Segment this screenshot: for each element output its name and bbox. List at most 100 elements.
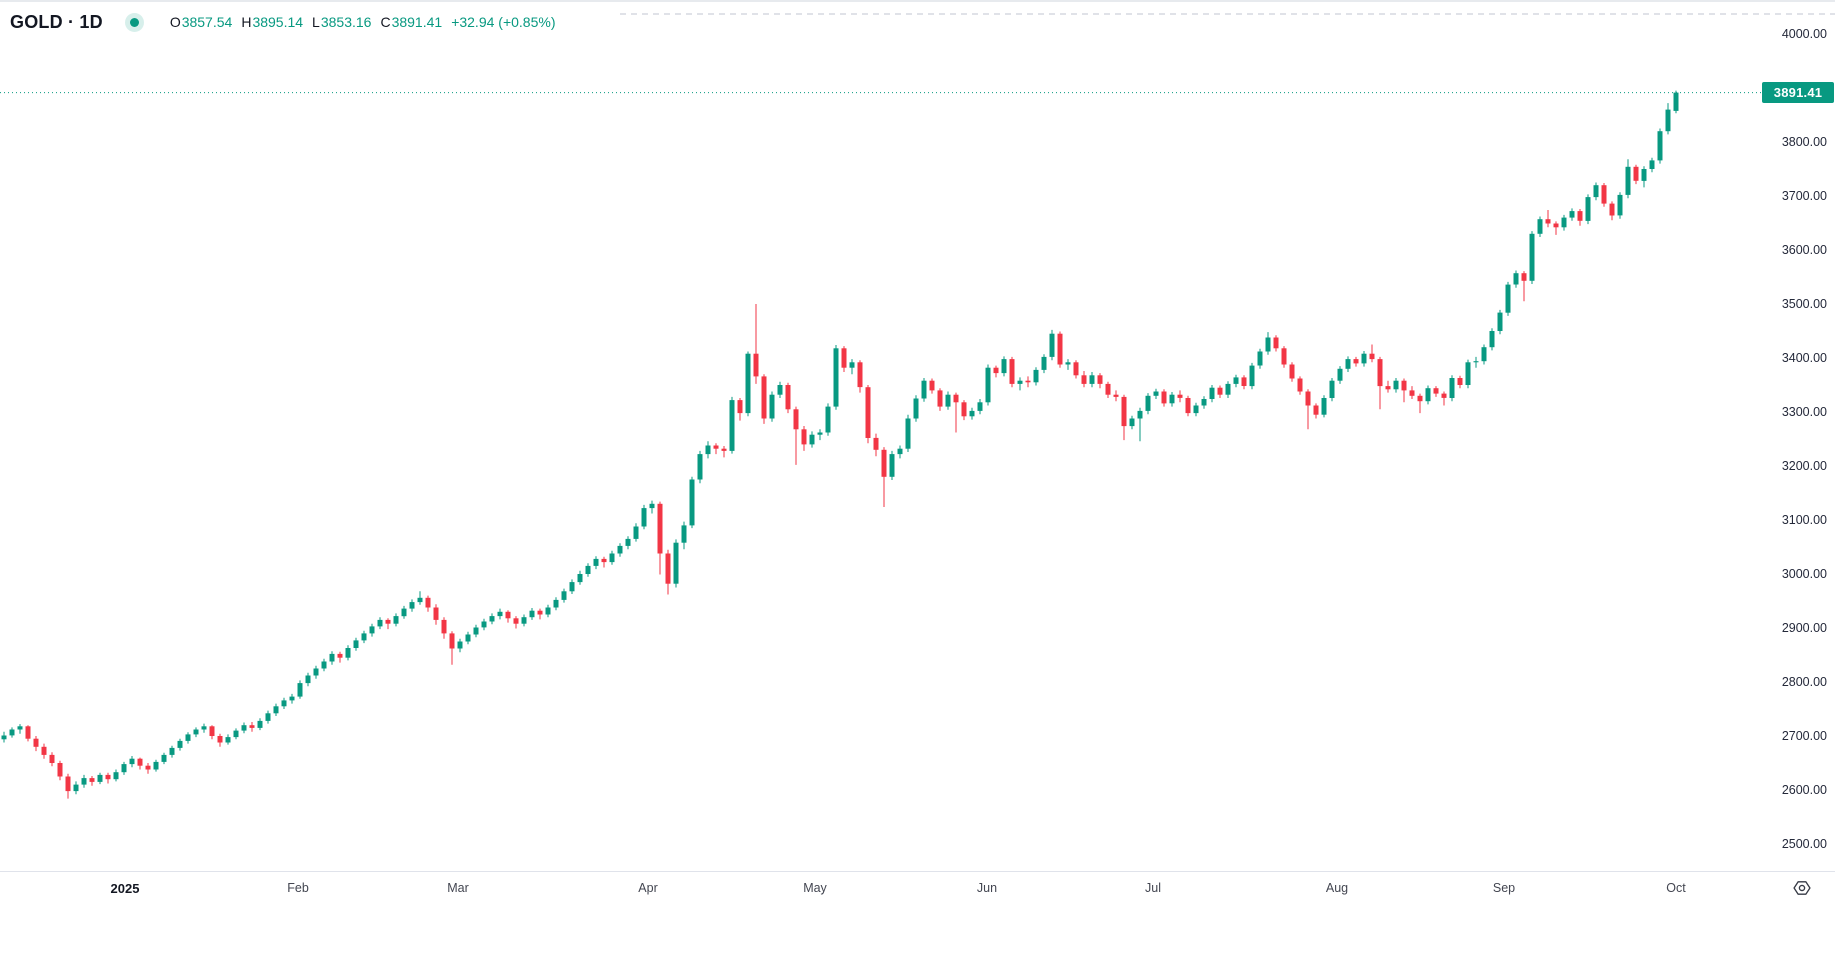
candle-body — [753, 353, 759, 377]
candle-body — [1409, 390, 1415, 396]
time-tick-aug: Aug — [1325, 881, 1349, 895]
candle-body — [577, 574, 583, 583]
candle-body — [1441, 393, 1447, 398]
candle-body — [841, 348, 847, 368]
candle-body — [1233, 377, 1239, 384]
top-border — [0, 0, 1835, 2]
time-tick-jun: Jun — [976, 881, 998, 895]
candle-body — [1121, 396, 1127, 427]
time-axis[interactable]: 2025 Feb Mar Apr May Jun Jul Aug Sep Oct — [0, 871, 1835, 963]
candle-body — [1657, 131, 1663, 161]
change-value: +32.94 (+0.85%) — [451, 14, 556, 30]
time-tick-may: May — [803, 881, 827, 895]
high-value: 3895.14 — [252, 14, 304, 30]
candle-body — [1577, 211, 1583, 221]
candle-body — [1385, 386, 1391, 390]
candle-body — [1041, 356, 1047, 370]
candle-body — [665, 553, 671, 584]
candle-body — [1057, 333, 1063, 365]
candle-body — [1273, 337, 1279, 349]
candle-body — [1281, 348, 1287, 365]
candle-body — [1049, 333, 1055, 357]
price-axis[interactable]: 4000.00 3800.00 3700.00 3600.00 3500.00 3400.… — [1757, 0, 1835, 871]
candle-body — [1089, 375, 1095, 384]
candle-body — [41, 746, 47, 755]
candle-body — [705, 445, 711, 455]
candle-body — [1345, 359, 1351, 369]
candle-body — [1561, 217, 1567, 228]
candle-body — [937, 390, 943, 407]
price-tick-label: 3800.00 — [1781, 135, 1827, 149]
candle-body — [153, 761, 159, 770]
candle-body — [1249, 365, 1255, 387]
candle-body — [825, 406, 831, 433]
price-tick-label: 2800.00 — [1781, 675, 1827, 689]
candle-body — [649, 503, 655, 509]
candle-body — [1457, 378, 1463, 385]
candle-body — [1609, 203, 1615, 216]
candle-body — [609, 553, 615, 563]
candle-body — [929, 380, 935, 391]
candle-body — [1489, 331, 1495, 348]
gear-icon — [1793, 881, 1811, 895]
candle-body — [857, 362, 863, 388]
candle-body — [385, 619, 391, 624]
candle-body — [993, 367, 999, 374]
candle-body — [1153, 391, 1159, 396]
candle-body — [313, 668, 319, 676]
candle-body — [345, 648, 351, 658]
candlestick-pane[interactable] — [0, 0, 1835, 871]
candle-body — [169, 747, 175, 755]
candle-body — [785, 385, 791, 410]
candle-body — [409, 602, 415, 609]
candle-body — [457, 641, 463, 649]
candle-body — [1017, 380, 1023, 384]
candle-body — [697, 454, 703, 480]
candle-body — [441, 619, 447, 634]
price-tick-label: 2600.00 — [1781, 783, 1827, 797]
axis-settings-button[interactable] — [1792, 878, 1812, 898]
candle-body — [273, 706, 279, 714]
symbol-title[interactable]: GOLD · 1D — [10, 11, 103, 32]
candle-body — [1641, 169, 1647, 181]
candle-body — [553, 599, 559, 608]
candle-body — [1217, 387, 1223, 395]
market-status-dot[interactable] — [124, 12, 144, 32]
candle-body — [89, 778, 95, 782]
candle-body — [161, 754, 167, 762]
candle-body — [873, 437, 879, 450]
candle-body — [849, 362, 855, 368]
status-dot-core — [129, 17, 139, 27]
chart-legend: GOLD · 1D O 3857.54 H 3895.14 L 3853.16 C 38… — [10, 8, 555, 36]
candle-body — [105, 774, 111, 780]
price-tick-label: 2500.00 — [1781, 837, 1827, 851]
candle-body — [465, 634, 471, 642]
candle-body — [233, 730, 239, 738]
candle-body — [1257, 351, 1263, 366]
candle-body — [1425, 388, 1431, 402]
price-tick-label: 4000.00 — [1781, 27, 1827, 41]
candle-body — [497, 611, 503, 617]
candle-body — [1417, 395, 1423, 402]
candle-body — [1593, 185, 1599, 198]
candle-body — [209, 726, 215, 736]
candle-body — [921, 380, 927, 399]
ohlc-readout: O 3857.54 H 3895.14 L 3853.16 C 3891.41 +32.… — [170, 14, 556, 30]
candle-body — [537, 610, 543, 615]
price-tick-label: 3600.00 — [1781, 243, 1827, 257]
candle-body — [977, 402, 983, 411]
candle-body — [1513, 273, 1519, 285]
candle-body — [657, 503, 663, 554]
candle-body — [353, 640, 359, 648]
candle-body — [257, 720, 263, 728]
candle-body — [1289, 364, 1295, 379]
candle-body — [1665, 109, 1671, 132]
candle-body — [433, 607, 439, 620]
candle-body — [601, 558, 607, 563]
candle-body — [1105, 383, 1111, 395]
candle-body — [65, 776, 71, 792]
candle-body — [1305, 391, 1311, 406]
candle-body — [1377, 359, 1383, 387]
candle-body — [289, 696, 295, 701]
candle-body — [969, 410, 975, 417]
